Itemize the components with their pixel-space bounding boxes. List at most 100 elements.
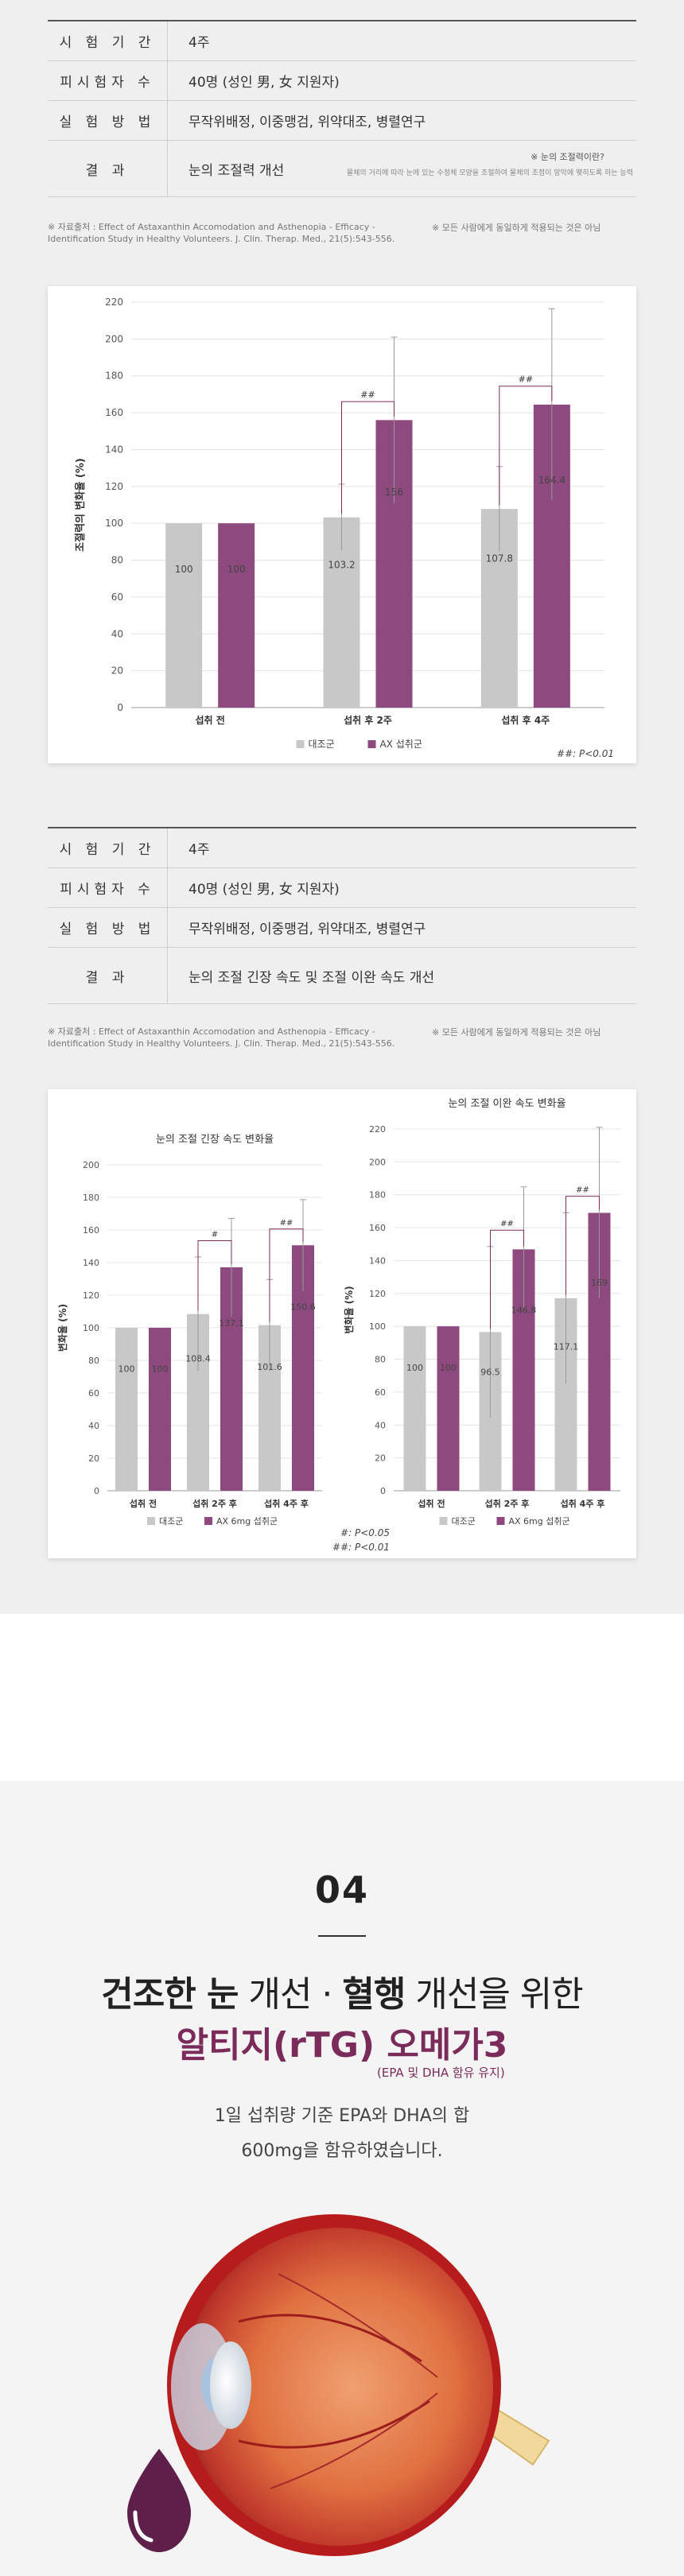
row-key: 피시험자 수: [48, 60, 168, 101]
headline-text-1: 개선 ·: [238, 1974, 343, 2015]
significance-bracket: [499, 386, 553, 506]
bar: [218, 523, 255, 708]
y-axis-label: 변화율 (%): [343, 1286, 355, 1333]
row-value: 무작위배정, 이중맹검, 위약대조, 병렬연구: [167, 100, 636, 141]
data-label: 103.2: [328, 560, 355, 571]
y-tick-label: 220: [369, 1124, 386, 1135]
y-tick-label: 120: [369, 1289, 386, 1299]
y-tick-label: 40: [111, 628, 123, 639]
chart2-card: 눈의 조절 긴장 속도 변화율 0 20 40 60 80 100 120 140 160 180 2…: [48, 1089, 636, 1558]
row-key: 실 험 방 법: [48, 100, 168, 141]
y-tick-label: 180: [105, 370, 123, 382]
data-label: 117.1: [554, 1341, 579, 1352]
definition-title: ※ 눈의 조절력이란?: [530, 152, 604, 162]
y-axis-label: 조절력의 변화율 (%): [74, 458, 87, 552]
y-tick-label: 140: [83, 1258, 99, 1268]
legend-swatch: [204, 1517, 212, 1525]
bar: [437, 1326, 460, 1491]
data-label: 164.4: [538, 475, 565, 486]
x-tick-label: 섭취 4주 후: [561, 1498, 605, 1509]
x-tick-label: 섭취 전: [196, 714, 225, 726]
x-tick-label: 섭취 2주 후: [485, 1498, 530, 1509]
row-value: 40명 (성인 男, 女 지원자): [167, 867, 636, 908]
headline-bold-2: 혈행: [342, 1974, 406, 2015]
legend-label: 대조군: [159, 1516, 183, 1527]
disclaimer: ※ 모든 사람에게 동일하게 적용되는 것은 아님: [432, 1027, 601, 1038]
y-tick-label: 140: [105, 444, 123, 455]
bar: [403, 1326, 426, 1491]
y-tick-label: 120: [105, 481, 123, 492]
significance-bracket: [565, 1196, 600, 1295]
data-label: 156: [385, 487, 403, 498]
bar: [165, 523, 203, 708]
data-label: 100: [440, 1363, 457, 1373]
y-tick-label: 160: [83, 1225, 99, 1236]
y-tick-label: 200: [369, 1157, 386, 1167]
data-label: 108.4: [185, 1353, 211, 1364]
row-key: 시 험 기 간: [48, 20, 168, 61]
table-row: 실 험 방 법 무작위배정, 이중맹검, 위약대조, 병렬연구: [48, 907, 636, 948]
table-row: 결 과 눈의 조절 긴장 속도 및 조절 이완 속도 개선: [48, 947, 636, 1004]
table-row: 피시험자 수 40명 (성인 男, 女 지원자): [48, 867, 636, 908]
chart-title: 눈의 조절 긴장 속도 변화율: [156, 1134, 274, 1146]
significance-mark: ##: [519, 374, 533, 385]
row-value: 4주: [167, 20, 636, 61]
divider: [318, 1935, 366, 1937]
data-label: 100: [406, 1363, 423, 1373]
significance-bracket: [269, 1228, 304, 1322]
y-tick-label: 0: [380, 1486, 386, 1496]
row-value: 40명 (성인 男, 女 지원자): [167, 60, 636, 101]
row-key: 피시험자 수: [48, 867, 168, 908]
drop-highlight: [133, 2510, 154, 2543]
y-tick-label: 220: [105, 297, 123, 308]
row-value: 눈의 조절 긴장 속도 및 조절 이완 속도 개선: [167, 947, 636, 1004]
legend-swatch: [367, 740, 376, 748]
eye-illustration: [127, 2214, 550, 2556]
table-row: 시 험 기 간 4주: [48, 827, 636, 868]
legend-swatch: [147, 1517, 155, 1525]
bar: [149, 1328, 171, 1491]
y-axis-label: 변화율 (%): [56, 1304, 68, 1352]
y-tick-label: 140: [369, 1255, 386, 1266]
x-tick-label: 섭취 전: [418, 1498, 445, 1509]
legend-label: AX 6mg 섭취군: [509, 1516, 570, 1527]
y-tick-label: 200: [105, 333, 123, 344]
study2-table: 시 험 기 간 4주 피시험자 수 40명 (성인 男, 女 지원자) 실 험 방 …: [48, 827, 636, 1004]
data-label: 101.6: [257, 1362, 282, 1372]
study1-table: 시 험 기 간 4주 피시험자 수 40명 (성인 男, 女 지원자) 실 험 방 …: [48, 20, 636, 197]
significance-bracket: [341, 401, 394, 514]
y-tick-label: 80: [111, 555, 123, 566]
y-tick-label: 20: [375, 1453, 386, 1464]
row-value: 무작위배정, 이중맹검, 위약대조, 병렬연구: [167, 907, 636, 948]
drop-icon: [127, 2449, 191, 2552]
y-tick-label: 80: [375, 1355, 386, 1365]
significance-bracket: [197, 1240, 232, 1311]
x-tick-label: 섭취 전: [130, 1498, 157, 1509]
y-tick-label: 160: [105, 407, 123, 418]
eyeball-inner: [183, 2228, 493, 2546]
y-tick-label: 80: [88, 1356, 99, 1366]
chart-title: 눈의 조절 이완 속도 변화율: [448, 1098, 565, 1110]
y-tick-label: 100: [105, 518, 123, 529]
data-label: 100: [175, 564, 193, 575]
chart-footnote: ##: P<0.01: [332, 1542, 390, 1553]
y-tick-label: 200: [83, 1160, 99, 1170]
significance-mark: ##: [500, 1220, 514, 1228]
data-label: 96.5: [480, 1367, 500, 1377]
y-tick-label: 0: [117, 702, 123, 713]
y-tick-label: 180: [369, 1190, 386, 1201]
source-note: ※ 자료출처 : Effect of Astaxanthin Accomodat…: [48, 1026, 395, 1049]
y-tick-label: 20: [88, 1453, 99, 1464]
y-tick-label: 160: [369, 1223, 386, 1233]
significance-mark: ##: [360, 390, 375, 400]
legend-label: 대조군: [452, 1516, 476, 1527]
data-label: 169: [591, 1278, 608, 1288]
data-label: 150.6: [290, 1302, 316, 1312]
chart1-card: 0 20 40 60 80 100 120 140 160 180 200 220 조절력의 변화율 (…: [48, 286, 636, 763]
data-label: 146.8: [511, 1305, 537, 1315]
y-tick-label: 60: [88, 1388, 99, 1399]
data-label: 100: [119, 1364, 135, 1374]
description-line-2: 600mg을 함유하였습니다.: [241, 2141, 443, 2161]
y-tick-label: 60: [111, 592, 123, 603]
epa-note: (EPA 및 DHA 함유 유지): [377, 2066, 505, 2080]
